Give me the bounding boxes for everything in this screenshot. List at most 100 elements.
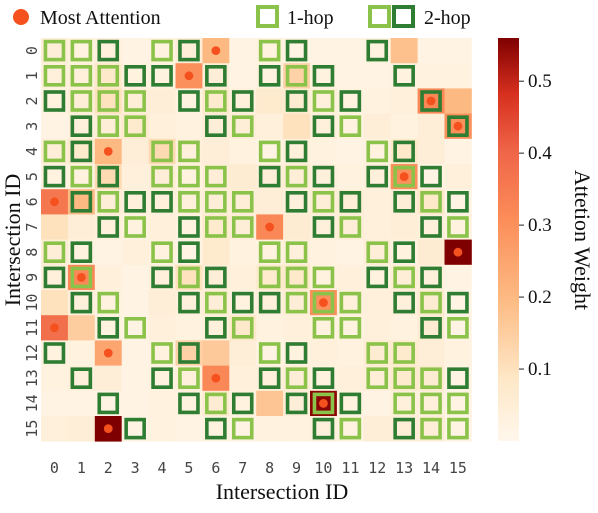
two-hop-marker <box>393 65 415 87</box>
x-tick-label: 13 <box>395 459 413 477</box>
heatmap-cell <box>336 138 365 165</box>
one-hop-marker <box>447 216 469 238</box>
two-hop-marker <box>97 316 120 339</box>
one-hop-marker <box>178 367 200 390</box>
heatmap-cell <box>67 416 96 442</box>
two-hop-marker <box>151 367 173 390</box>
two-hop-marker <box>178 342 200 364</box>
heatmap-cell <box>256 416 284 442</box>
two-hop-marker <box>366 266 389 289</box>
one-hop-marker <box>285 165 308 188</box>
x-tick-label: 1 <box>77 459 86 477</box>
heatmap-cell <box>363 315 392 341</box>
two-hop-marker <box>97 165 120 188</box>
heatmap-cell <box>256 390 284 417</box>
one-hop-marker <box>285 241 308 263</box>
heatmap-cell <box>336 164 365 190</box>
heatmap-cell <box>444 88 472 114</box>
two-hop-marker <box>97 392 120 415</box>
most-attention-markers <box>50 46 463 433</box>
x-tick-label: 0 <box>50 459 59 477</box>
most-attention-marker <box>453 247 463 257</box>
heatmap-cells <box>41 38 472 442</box>
heatmap-cell <box>67 340 96 366</box>
two-hop-marker <box>124 417 146 440</box>
heatmap-cell <box>336 365 365 392</box>
two-hop-marker <box>285 39 308 62</box>
y-tick-label: 6 <box>23 197 41 206</box>
one-hop-marker <box>312 90 335 112</box>
one-hop-marker <box>205 392 227 415</box>
x-axis-label: Intersection ID <box>216 479 349 504</box>
y-tick-label: 2 <box>23 96 41 105</box>
one-hop-marker <box>151 39 173 62</box>
heatmap-cell <box>67 390 96 417</box>
legend-1hop-label: 1-hop <box>287 7 334 29</box>
one-hop-marker <box>231 191 254 213</box>
two-hop-marker <box>70 367 93 390</box>
two-hop-marker <box>420 316 442 339</box>
two-hop-marker <box>151 191 173 213</box>
most-attention-marker <box>103 147 113 156</box>
one-hop-marker <box>285 65 308 87</box>
one-hop-marker <box>312 191 335 213</box>
two-hop-marker <box>420 165 442 188</box>
two-hop-marker <box>393 241 415 263</box>
two-hop-marker <box>231 291 254 314</box>
two-hop-marker <box>178 392 200 415</box>
most-attention-marker <box>211 373 221 383</box>
one-hop-marker <box>312 392 335 415</box>
two-hop-marker <box>70 191 93 213</box>
heatmap-cell <box>390 315 418 341</box>
heatmap-cell <box>444 164 472 190</box>
most-attention-marker <box>76 273 86 282</box>
heatmap-cell <box>390 88 418 114</box>
two-hop-marker <box>43 165 66 188</box>
two-hop-marker <box>231 90 254 112</box>
x-tick-label: 6 <box>211 459 220 477</box>
two-hop-marker <box>205 316 227 339</box>
y-tick-label: 12 <box>23 344 41 362</box>
x-tick-label: 10 <box>314 459 332 477</box>
heatmap-cell <box>229 264 257 291</box>
one-hop-marker <box>285 291 308 314</box>
x-tick-label: 5 <box>184 459 193 477</box>
heatmap-cell <box>256 113 284 140</box>
two-hop-marker <box>205 115 227 137</box>
heatmap-cell <box>41 416 69 442</box>
heatmap-cell <box>283 416 311 442</box>
heatmap-cell <box>41 214 69 240</box>
legend-most-attention-marker <box>13 9 29 25</box>
heatmap-cell <box>148 390 176 417</box>
heatmap-cell <box>417 38 445 64</box>
one-hop-marker <box>420 291 442 314</box>
two-hop-marker <box>285 90 308 112</box>
heatmap-cell <box>336 340 365 366</box>
x-tick-label: 3 <box>131 459 140 477</box>
heatmap-cell <box>229 164 257 190</box>
one-hop-marker <box>97 90 120 112</box>
heatmap-cell <box>41 113 69 140</box>
x-tick-label: 12 <box>368 459 386 477</box>
one-hop-marker <box>97 115 120 137</box>
two-hop-marker <box>312 65 335 87</box>
one-hop-marker <box>205 191 227 213</box>
heatmap-cell <box>229 340 257 366</box>
one-hop-marker <box>339 291 362 314</box>
one-hop-marker <box>124 316 146 339</box>
x-tick-label: 9 <box>292 459 301 477</box>
most-attention-marker <box>265 222 275 232</box>
two-hop-marker <box>97 216 120 238</box>
two-hop-marker <box>393 417 415 440</box>
one-hop-marker <box>393 165 415 188</box>
x-tick-label: 11 <box>341 459 359 477</box>
two-hop-marker <box>258 165 281 188</box>
one-hop-marker <box>258 39 281 62</box>
heatmap-cell <box>175 315 203 341</box>
x-axis-ticks: 0 1 2 3 4 5 6 7 8 9 10 11 12 13 14 15 <box>50 459 467 477</box>
heatmap-cell <box>283 214 311 240</box>
one-hop-marker <box>231 216 254 238</box>
y-axis-label: Intersection ID <box>0 174 25 307</box>
x-tick-label: 15 <box>449 459 467 477</box>
one-hop-marker <box>151 165 173 188</box>
